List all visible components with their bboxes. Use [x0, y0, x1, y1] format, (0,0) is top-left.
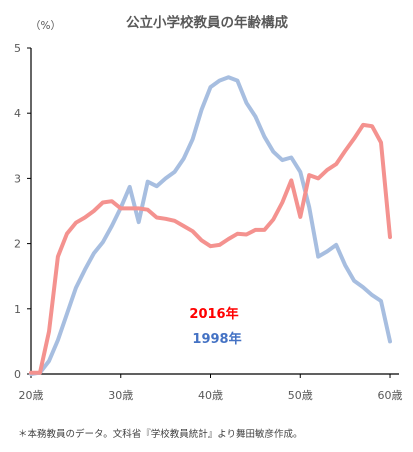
y-tick-label: 0 — [14, 368, 21, 381]
series-label-2016: 2016年 — [189, 306, 238, 322]
chart-title: 公立小学校教員の年齢構成 — [126, 14, 288, 31]
y-tick-label: 2 — [14, 238, 21, 251]
x-tick-label: 20歳 — [19, 389, 44, 402]
series-lines — [29, 75, 392, 376]
x-tick-label: 30歳 — [108, 389, 133, 402]
y-tick-label: 5 — [14, 42, 21, 55]
y-tick-label: 1 — [14, 303, 21, 316]
y-tick-label: 4 — [14, 107, 21, 120]
axes: 0 1 2 3 4 5 20歳 30歳 40歳 50歳 60歳 — [14, 42, 403, 402]
x-tick-label: 40歳 — [198, 389, 223, 402]
series-label-1998: 1998年 — [192, 331, 241, 347]
source-note: ＊本務教員のデータ。文科省『学校教員統計』より舞田敏彦作成。 — [18, 428, 303, 440]
y-axis-unit: （%） — [30, 20, 61, 32]
series-line-1998 — [29, 75, 392, 376]
y-tick-label: 3 — [14, 172, 21, 185]
series-line-2016 — [29, 122, 392, 375]
x-tick-label: 50歳 — [288, 389, 313, 402]
x-tick-label: 60歳 — [378, 389, 403, 402]
